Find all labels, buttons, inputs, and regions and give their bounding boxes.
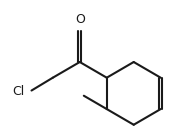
Text: Cl: Cl (12, 85, 24, 98)
Text: O: O (75, 13, 85, 26)
